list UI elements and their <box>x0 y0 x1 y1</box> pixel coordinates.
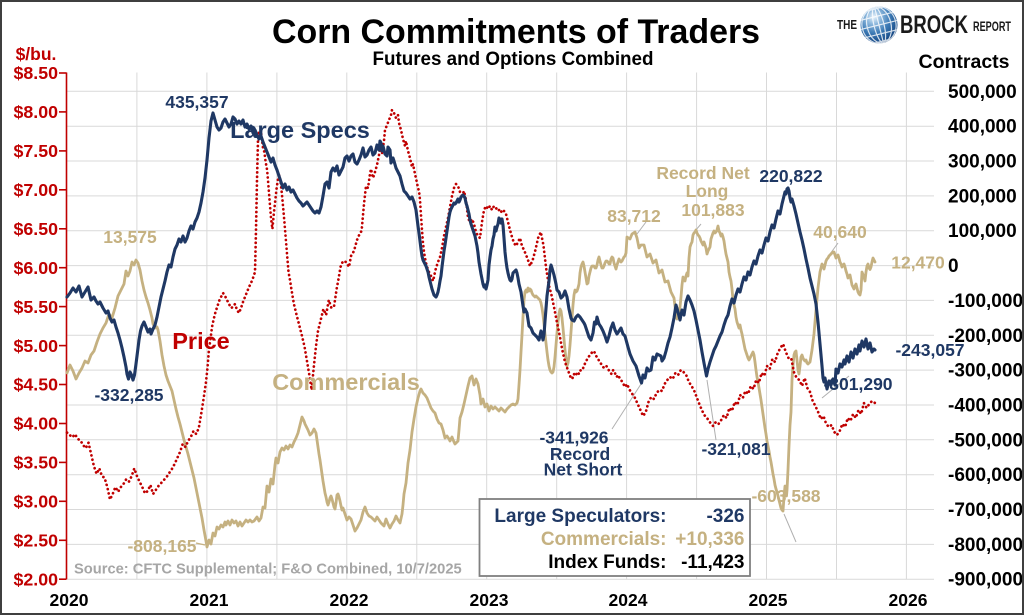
svg-text:$5.00: $5.00 <box>14 336 59 356</box>
svg-text:220,822: 220,822 <box>759 166 823 186</box>
svg-text:$/bu.: $/bu. <box>16 44 57 64</box>
svg-text:Index Funds:: Index Funds: <box>548 552 666 573</box>
svg-text:THE: THE <box>837 18 857 32</box>
svg-text:Large Specs: Large Specs <box>230 117 370 143</box>
svg-text:Contracts: Contracts <box>918 51 1009 73</box>
svg-text:$4.00: $4.00 <box>14 414 59 434</box>
svg-text:$2.00: $2.00 <box>14 569 59 589</box>
svg-text:13,575: 13,575 <box>103 227 157 247</box>
svg-text:-600,000: -600,000 <box>948 465 1023 486</box>
svg-text:-326: -326 <box>706 506 744 527</box>
svg-text:200,000: 200,000 <box>948 186 1017 207</box>
svg-text:-11,423: -11,423 <box>681 552 744 573</box>
svg-text:Large Speculators:: Large Speculators: <box>494 506 666 527</box>
svg-text:$2.50: $2.50 <box>14 531 59 551</box>
svg-text:$3.00: $3.00 <box>14 492 59 512</box>
svg-text:0: 0 <box>948 256 959 277</box>
svg-text:100,000: 100,000 <box>948 221 1017 242</box>
svg-text:-341,926: -341,926 <box>539 428 608 448</box>
svg-text:$4.50: $4.50 <box>14 375 59 395</box>
svg-text:500,000: 500,000 <box>948 82 1017 103</box>
svg-text:2026: 2026 <box>889 590 928 610</box>
svg-text:-200,000: -200,000 <box>948 326 1023 347</box>
svg-text:-700,000: -700,000 <box>948 500 1023 521</box>
svg-text:-603,588: -603,588 <box>751 486 820 506</box>
svg-text:-808,165: -808,165 <box>127 536 196 556</box>
svg-text:-332,285: -332,285 <box>94 385 163 405</box>
svg-text:40,640: 40,640 <box>813 222 867 242</box>
svg-text:$6.50: $6.50 <box>14 219 59 239</box>
svg-text:$3.50: $3.50 <box>14 453 59 473</box>
svg-text:$6.00: $6.00 <box>14 258 59 278</box>
svg-text:+10,336: +10,336 <box>675 529 744 550</box>
svg-text:Record Net: Record Net <box>656 163 750 183</box>
svg-text:$7.50: $7.50 <box>14 141 59 161</box>
svg-text:400,000: 400,000 <box>948 117 1017 138</box>
svg-text:Commercials: Commercials <box>272 369 420 395</box>
svg-text:-100,000: -100,000 <box>948 291 1023 312</box>
svg-text:300,000: 300,000 <box>948 152 1017 173</box>
svg-text:$5.50: $5.50 <box>14 297 59 317</box>
svg-text:-301,290: -301,290 <box>823 374 892 394</box>
svg-text:2022: 2022 <box>330 590 369 610</box>
svg-text:-243,057: -243,057 <box>895 340 964 360</box>
svg-text:$7.00: $7.00 <box>14 180 59 200</box>
svg-text:-300,000: -300,000 <box>948 361 1023 382</box>
svg-text:2023: 2023 <box>470 590 509 610</box>
svg-text:-800,000: -800,000 <box>948 535 1023 556</box>
svg-text:Source: CFTC Supplemental; F&O: Source: CFTC Supplemental; F&O Combined,… <box>74 562 462 578</box>
svg-text:Futures and Options Combined: Futures and Options Combined <box>373 49 654 70</box>
svg-text:REPORT: REPORT <box>973 19 1012 34</box>
svg-text:Record: Record <box>550 444 610 464</box>
svg-text:Net Short: Net Short <box>544 460 623 480</box>
svg-text:2020: 2020 <box>50 590 89 610</box>
svg-text:-321,081: -321,081 <box>701 439 770 459</box>
svg-text:-400,000: -400,000 <box>948 396 1023 417</box>
svg-text:12,470: 12,470 <box>891 253 945 273</box>
svg-text:BROCK: BROCK <box>900 11 968 39</box>
svg-text:101,883: 101,883 <box>681 200 745 220</box>
svg-text:83,712: 83,712 <box>607 206 661 226</box>
svg-text:435,357: 435,357 <box>165 92 228 112</box>
svg-text:-900,000: -900,000 <box>948 570 1023 591</box>
svg-text:$8.50: $8.50 <box>14 63 59 83</box>
svg-text:2024: 2024 <box>609 590 648 610</box>
svg-text:2021: 2021 <box>190 590 229 610</box>
svg-text:Commercials:: Commercials: <box>541 529 667 550</box>
svg-text:$8.00: $8.00 <box>14 102 59 122</box>
svg-text:-500,000: -500,000 <box>948 430 1023 451</box>
svg-text:Long: Long <box>686 181 729 201</box>
svg-text:Price: Price <box>172 328 230 354</box>
svg-text:2025: 2025 <box>749 590 788 610</box>
svg-text:Corn Commitments of Traders: Corn Commitments of Traders <box>272 13 760 51</box>
